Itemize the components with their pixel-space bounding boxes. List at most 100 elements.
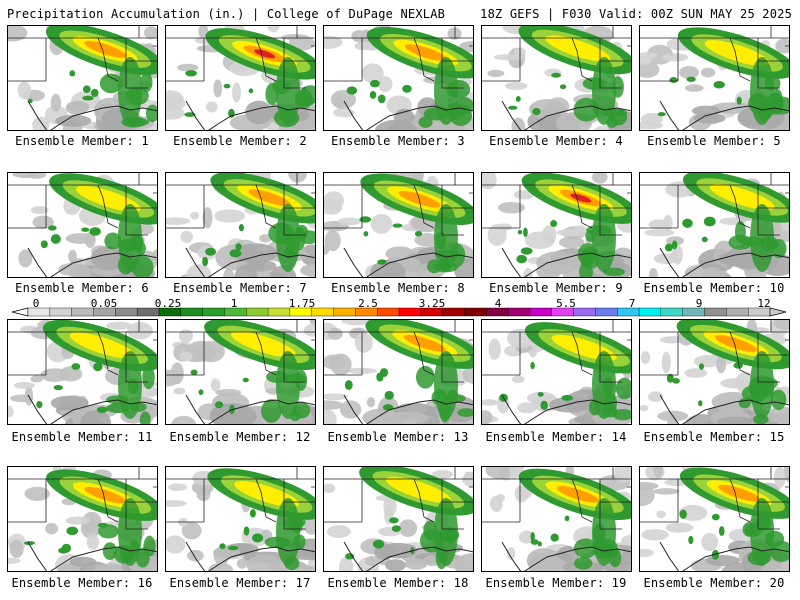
state-borders (324, 173, 473, 277)
precip-map-plot (8, 173, 157, 277)
gulf-coastline (659, 541, 789, 571)
colorbar-segment (464, 307, 487, 317)
member-label: Ensemble Member: 13 (327, 430, 469, 444)
precip-map-plot (8, 26, 157, 130)
gulf-coastline (343, 541, 473, 571)
colorbar-segment (355, 307, 378, 317)
member-label: Ensemble Member: 5 (647, 134, 781, 148)
ensemble-member-map (323, 25, 474, 131)
state-borders (166, 467, 315, 571)
colorbar-segment (93, 307, 116, 317)
colorbar-segment (420, 307, 444, 317)
ensemble-member-map (323, 172, 474, 278)
ensemble-member-map (481, 25, 632, 131)
colorbar-segment (442, 307, 465, 317)
gulf-coastline (659, 100, 789, 130)
state-borders (640, 320, 789, 424)
colorbar-right-arrow (769, 307, 787, 317)
gulf-coastline (27, 541, 157, 571)
state-borders (324, 320, 473, 424)
member-label: Ensemble Member: 3 (331, 134, 465, 148)
precip-map-plot (482, 173, 631, 277)
member-label: Ensemble Member: 18 (327, 576, 469, 590)
colorbar-segment (224, 307, 247, 317)
precip-map-plot (640, 173, 789, 277)
colorbar-left-arrow (11, 307, 29, 317)
colorbar-segment (529, 307, 553, 317)
precip-map-plot (166, 26, 315, 130)
ensemble-member-map (7, 172, 158, 278)
light-precip-areas (166, 173, 315, 277)
gulf-coastline (27, 100, 157, 130)
ensemble-member-map (165, 25, 316, 131)
member-label: Ensemble Member: 2 (173, 134, 307, 148)
precip-map-plot (166, 320, 315, 424)
member-label: Ensemble Member: 12 (169, 430, 311, 444)
state-borders (8, 173, 157, 277)
colorbar-segment (551, 307, 575, 317)
state-borders (640, 26, 789, 130)
member-label: Ensemble Member: 16 (11, 576, 153, 590)
member-label: Ensemble Member: 11 (11, 430, 153, 444)
state-borders (324, 467, 473, 571)
gulf-coastline (501, 541, 631, 571)
colorbar-segment (202, 307, 225, 317)
colorbar-segment (71, 307, 94, 317)
gulf-coastline (185, 100, 315, 130)
precip-map-plot (482, 26, 631, 130)
colorbar-tick-label: 0.25 (154, 297, 182, 310)
colorbar-segment (682, 307, 706, 317)
colorbar-segment (267, 307, 291, 317)
state-borders (166, 320, 315, 424)
state-borders (482, 320, 631, 424)
colorbar-tick-label: 1 (230, 297, 238, 310)
state-borders (324, 26, 473, 130)
state-borders (8, 320, 157, 424)
colorbar-segment (289, 307, 313, 317)
state-borders (640, 467, 789, 571)
state-borders (166, 173, 315, 277)
gulf-coastline (343, 394, 473, 424)
precip-map-plot (8, 320, 157, 424)
state-borders (640, 173, 789, 277)
ensemble-member-map (639, 466, 790, 572)
ensemble-member-map (7, 466, 158, 572)
precip-map-plot (324, 26, 473, 130)
precip-map-plot (640, 26, 789, 130)
colorbar-segment (617, 307, 640, 317)
colorbar-tick-label: 0 (32, 297, 40, 310)
member-label: Ensemble Member: 19 (485, 576, 627, 590)
member-label: Ensemble Member: 1 (15, 134, 149, 148)
colorbar-segment (486, 307, 509, 317)
precip-map-plot (640, 467, 789, 571)
colorbar-segment (311, 307, 335, 317)
gulf-coastline (27, 247, 157, 277)
colorbar-scale (11, 307, 787, 317)
precip-map-plot (8, 467, 157, 571)
precip-map-plot (324, 467, 473, 571)
ensemble-member-map (639, 319, 790, 425)
gulf-coastline (501, 247, 631, 277)
colorbar-segment (704, 307, 727, 317)
precip-map-plot (324, 173, 473, 277)
ensemble-member-map (7, 25, 158, 131)
member-label: Ensemble Member: 6 (15, 281, 149, 295)
member-label: Ensemble Member: 15 (643, 430, 785, 444)
state-borders (482, 173, 631, 277)
ensemble-member-map (481, 466, 632, 572)
state-borders (166, 26, 315, 130)
gulf-coastline (343, 100, 473, 130)
ensemble-member-map (165, 319, 316, 425)
colorbar-segment (507, 307, 531, 317)
colorbar-segment (660, 307, 684, 317)
member-label: Ensemble Member: 20 (643, 576, 785, 590)
member-label: Ensemble Member: 8 (331, 281, 465, 295)
state-borders (8, 26, 157, 130)
colorbar-tick-label: 5.5 (556, 297, 576, 310)
colorbar-segment (726, 307, 749, 317)
ensemble-member-map (323, 466, 474, 572)
member-label: Ensemble Member: 14 (485, 430, 627, 444)
colorbar-tick-label: 4 (494, 297, 502, 310)
gulf-coastline (659, 394, 789, 424)
colorbar-tick-label: 3.25 (418, 297, 446, 310)
